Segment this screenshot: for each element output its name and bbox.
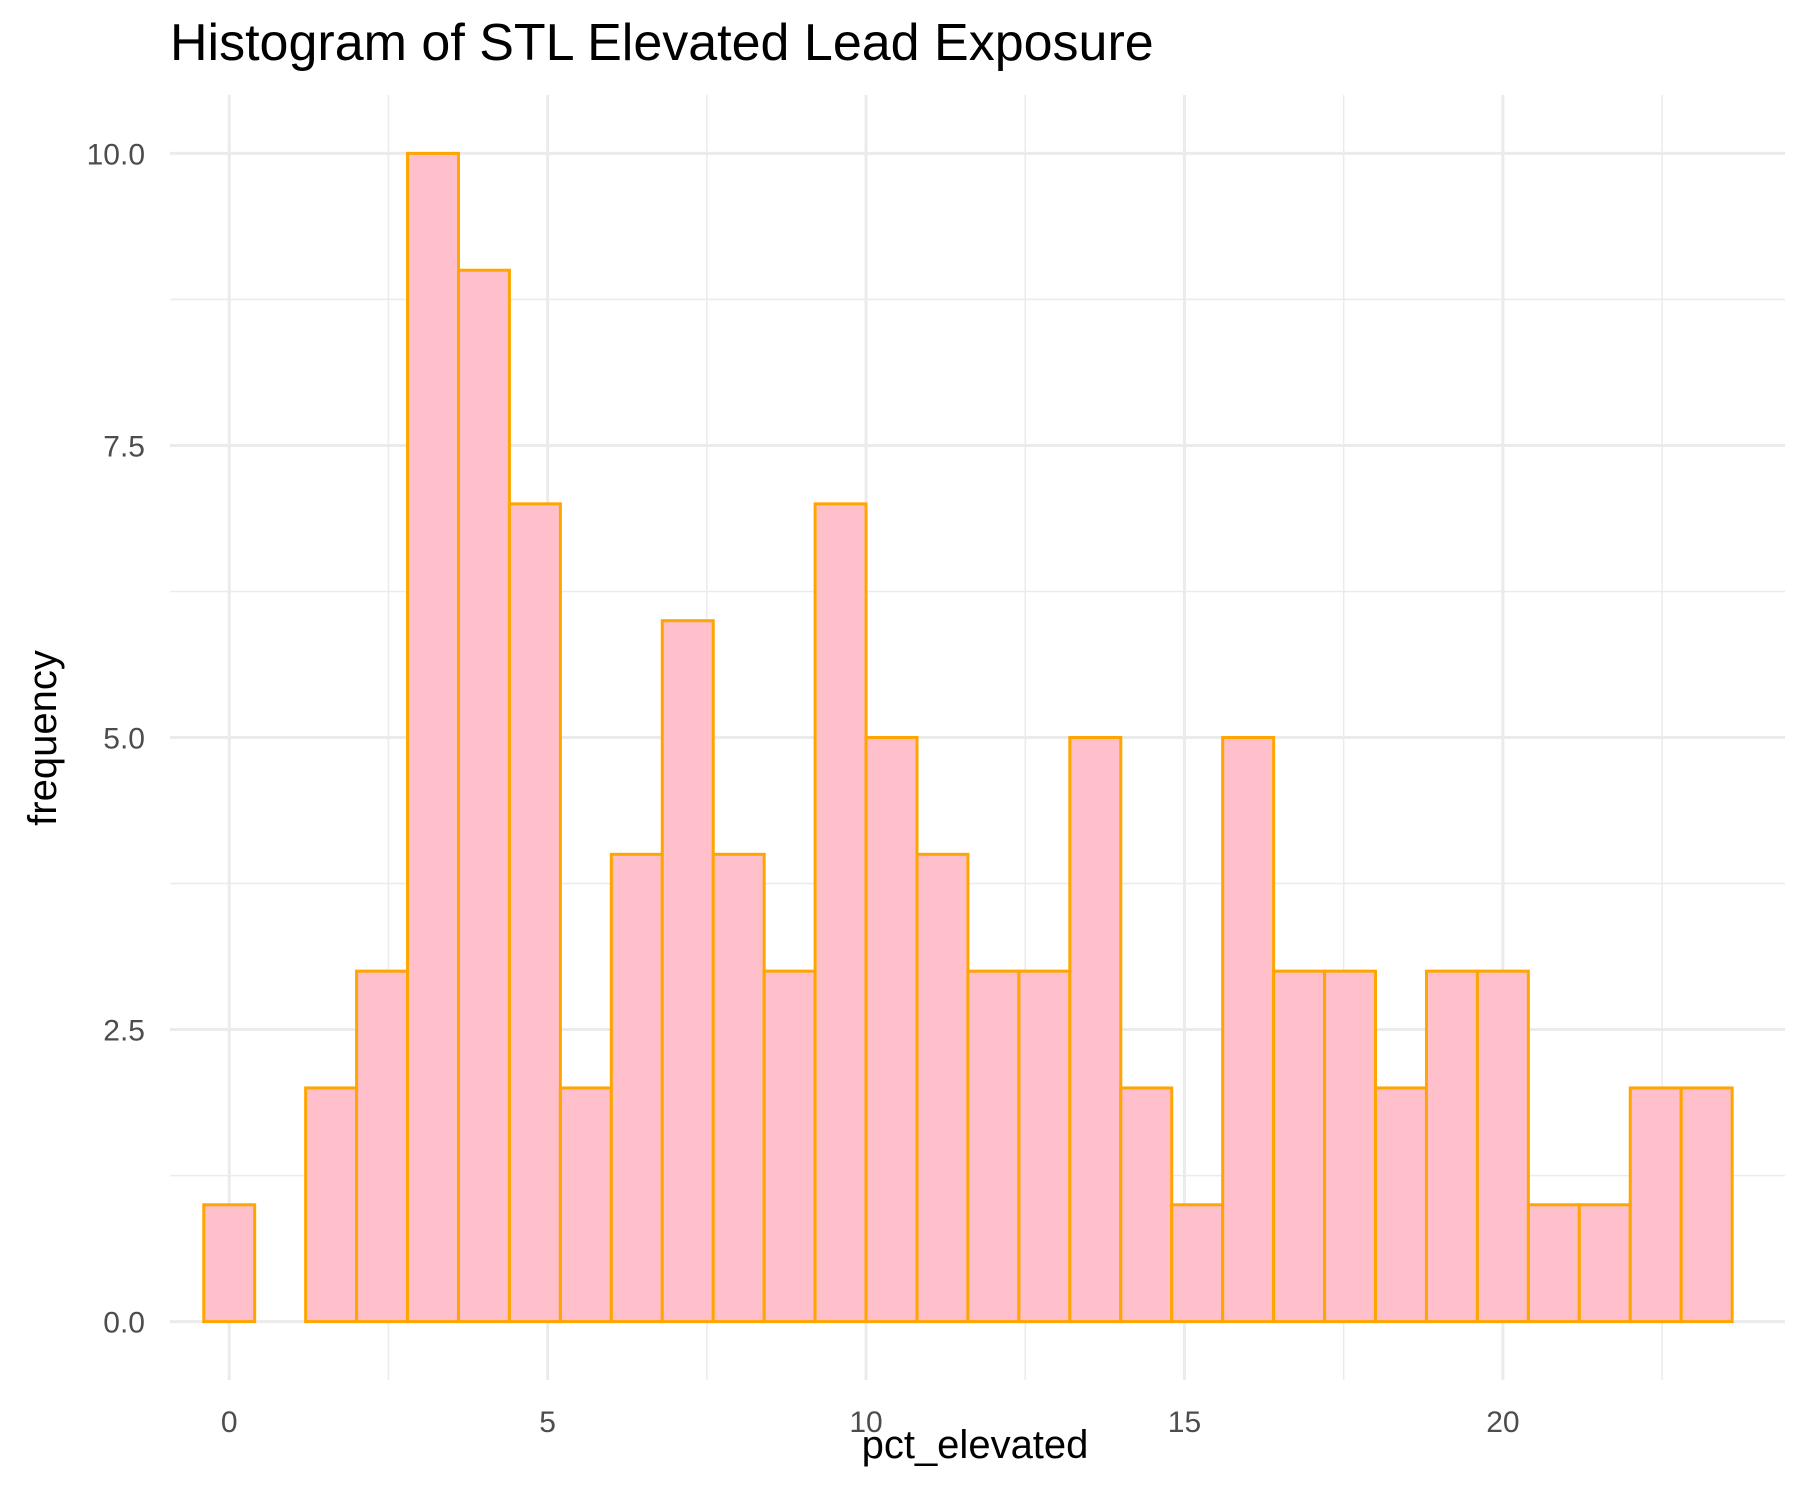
histogram-bar	[966, 969, 1021, 1324]
histogram-bar	[1323, 969, 1378, 1324]
histogram-bar	[1679, 1086, 1734, 1324]
histogram-bar	[1526, 1203, 1581, 1324]
histogram-bars	[202, 151, 1734, 1324]
x-tick-label: 15	[1168, 1406, 1201, 1439]
chart-title: Histogram of STL Elevated Lead Exposure	[170, 14, 1154, 72]
axis-tick-labels: 0 5 10 15 20 0.0 2.5 5.0 7.5 10.0	[87, 138, 1520, 1439]
histogram-bar	[456, 268, 511, 1324]
histogram-bar	[558, 1086, 613, 1324]
y-axis-title: frequency	[21, 650, 65, 826]
y-tick-label: 0.0	[103, 1307, 145, 1340]
histogram-bar	[202, 1203, 257, 1324]
histogram-bar	[355, 969, 410, 1324]
histogram-bar	[1068, 736, 1123, 1324]
y-tick-label: 2.5	[103, 1015, 145, 1048]
histogram-bar	[1577, 1203, 1632, 1324]
histogram-bar	[711, 852, 766, 1324]
histogram-bar	[1272, 969, 1327, 1324]
histogram-bar	[1170, 1203, 1225, 1324]
y-tick-label: 5.0	[103, 723, 145, 756]
x-tick-label: 10	[849, 1406, 882, 1439]
histogram-bar	[1374, 1086, 1428, 1324]
x-tick-label: 20	[1486, 1406, 1519, 1439]
histogram-bar	[304, 1086, 359, 1324]
histogram-bar	[1424, 969, 1479, 1324]
histogram-bar	[660, 619, 715, 1324]
histogram-bar	[507, 502, 562, 1324]
histogram-bar	[762, 969, 817, 1324]
x-tick-label: 5	[539, 1406, 556, 1439]
histogram-bar	[1475, 969, 1530, 1324]
histogram-bar	[864, 736, 919, 1324]
histogram-bar	[406, 151, 460, 1324]
histogram-bar	[1119, 1086, 1174, 1324]
x-tick-label: 0	[221, 1406, 238, 1439]
histogram-bar	[1221, 736, 1276, 1324]
histogram-bar	[1628, 1086, 1683, 1324]
y-tick-label: 7.5	[103, 430, 145, 463]
histogram-bar	[1017, 969, 1072, 1324]
histogram-bar	[813, 502, 868, 1324]
x-axis-title: pct_elevated	[862, 1423, 1089, 1467]
y-tick-label: 10.0	[87, 138, 145, 171]
histogram-bar	[915, 852, 970, 1324]
histogram-bar	[609, 852, 664, 1324]
